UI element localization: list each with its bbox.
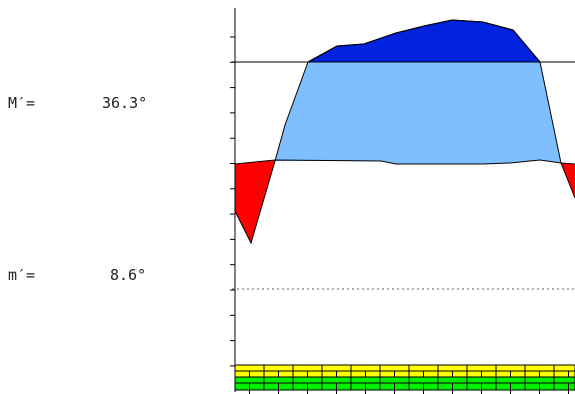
band-grid [235, 365, 575, 394]
right-edge-outline [539, 61, 575, 199]
min-angle-value: 8.6° [110, 266, 147, 284]
middle-region [275, 62, 561, 164]
lower-outline [234, 159, 575, 165]
upper-outline [307, 19, 541, 63]
max-angle-value: 36.3° [102, 94, 148, 112]
axis-ticks [230, 36, 235, 367]
min-angle-label: m′= [8, 266, 36, 284]
left-red-region [235, 160, 275, 243]
left-edge-outline [234, 61, 309, 245]
max-angle-label: M′= [8, 94, 36, 112]
